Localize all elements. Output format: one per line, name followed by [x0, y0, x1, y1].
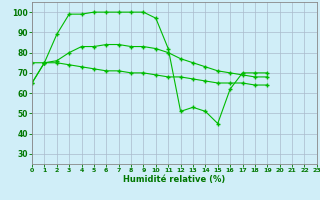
X-axis label: Humidité relative (%): Humidité relative (%): [123, 175, 226, 184]
